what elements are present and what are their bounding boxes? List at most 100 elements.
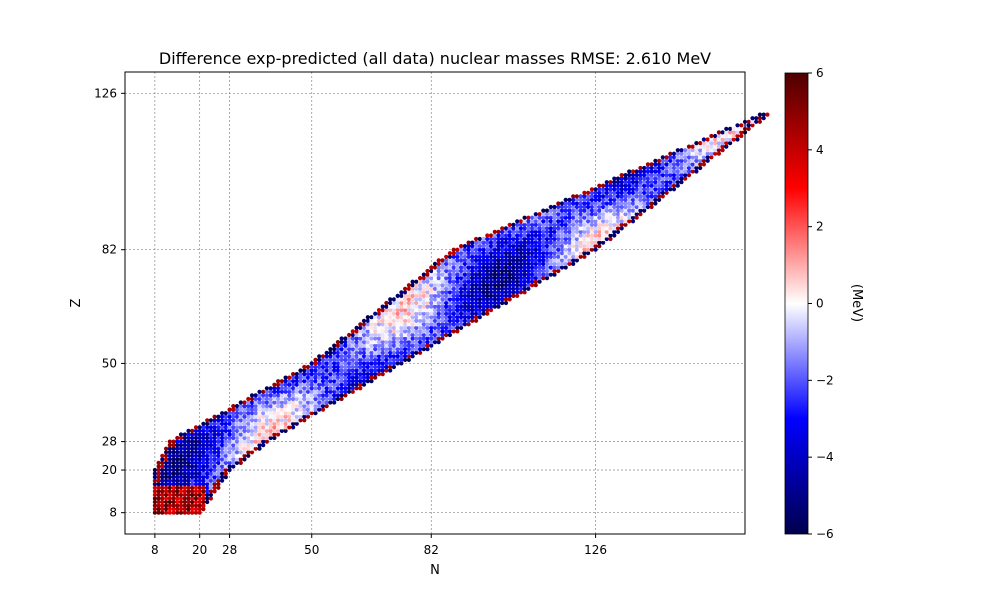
data-point — [302, 404, 307, 409]
data-point — [500, 297, 505, 302]
data-point — [642, 165, 647, 171]
data-point — [205, 418, 210, 423]
data-point — [160, 489, 165, 494]
data-point — [339, 361, 344, 366]
data-point — [705, 155, 710, 160]
data-point — [462, 272, 467, 277]
data-point — [197, 460, 202, 465]
data-point — [447, 315, 452, 320]
data-point — [477, 308, 482, 313]
data-point — [208, 496, 213, 501]
data-point — [369, 379, 374, 384]
data-point — [447, 261, 452, 266]
data-point — [190, 453, 195, 458]
data-point — [291, 372, 296, 377]
data-point — [291, 411, 296, 416]
data-point — [369, 315, 374, 320]
data-point — [571, 258, 576, 263]
data-point — [208, 418, 213, 423]
data-point — [488, 258, 494, 263]
data-point — [604, 190, 609, 195]
data-point — [190, 499, 195, 505]
data-point — [201, 475, 206, 480]
data-point — [335, 357, 340, 362]
data-point — [466, 311, 471, 316]
data-point — [328, 350, 333, 355]
data-point — [231, 464, 236, 469]
data-point — [597, 194, 602, 199]
data-point — [444, 290, 449, 295]
data-point — [171, 496, 176, 501]
data-point — [208, 475, 213, 480]
data-point — [664, 165, 669, 171]
data-point — [515, 283, 520, 288]
data-point — [507, 265, 512, 270]
data-point — [432, 318, 438, 323]
data-point — [227, 439, 232, 444]
data-point — [380, 336, 385, 341]
data-point — [212, 482, 217, 487]
data-point — [474, 283, 479, 288]
data-point — [190, 485, 195, 490]
data-point — [436, 258, 441, 263]
data-point — [496, 265, 501, 270]
data-point — [503, 286, 509, 291]
data-point — [246, 453, 251, 458]
data-point — [208, 435, 213, 441]
data-point — [246, 418, 251, 423]
data-point — [630, 215, 636, 220]
data-point — [537, 279, 542, 284]
data-point — [391, 318, 396, 323]
data-point — [671, 183, 677, 188]
data-point — [526, 268, 531, 274]
data-point — [335, 379, 340, 384]
data-point — [376, 325, 382, 330]
y-tick-label: 20 — [102, 463, 117, 477]
data-point — [642, 173, 647, 178]
data-point — [589, 233, 595, 238]
data-point — [429, 279, 434, 284]
data-point — [197, 510, 202, 515]
data-point — [474, 300, 479, 306]
data-point — [728, 130, 733, 135]
data-point — [604, 197, 609, 202]
data-point — [369, 361, 374, 366]
data-point — [619, 208, 624, 213]
data-point — [227, 407, 232, 412]
data-point — [421, 311, 426, 316]
data-point — [425, 343, 430, 348]
data-point — [492, 233, 497, 238]
data-point — [361, 347, 367, 352]
data-point — [268, 428, 273, 433]
data-point — [615, 194, 621, 199]
data-point — [384, 336, 389, 341]
data-point — [190, 475, 195, 480]
data-point — [477, 300, 482, 306]
data-point — [608, 197, 613, 202]
data-point — [328, 396, 333, 402]
data-point — [406, 325, 411, 330]
data-point — [197, 482, 202, 487]
data-point — [178, 485, 184, 490]
data-point — [713, 144, 718, 149]
data-point — [563, 201, 568, 206]
data-point — [167, 496, 172, 501]
data-point — [556, 208, 561, 213]
data-point — [384, 315, 389, 320]
data-point — [597, 236, 602, 242]
data-point — [343, 386, 348, 391]
data-point — [429, 297, 434, 302]
data-point — [190, 492, 195, 497]
data-point — [589, 215, 595, 220]
data-point — [559, 204, 565, 210]
data-point — [249, 407, 255, 412]
data-point — [586, 251, 591, 256]
data-point — [604, 180, 609, 185]
data-point — [582, 240, 587, 245]
data-point — [167, 489, 172, 494]
data-point — [518, 251, 524, 256]
data-point — [175, 482, 180, 487]
data-point — [615, 215, 621, 220]
data-point — [660, 190, 665, 195]
data-point — [608, 222, 613, 227]
